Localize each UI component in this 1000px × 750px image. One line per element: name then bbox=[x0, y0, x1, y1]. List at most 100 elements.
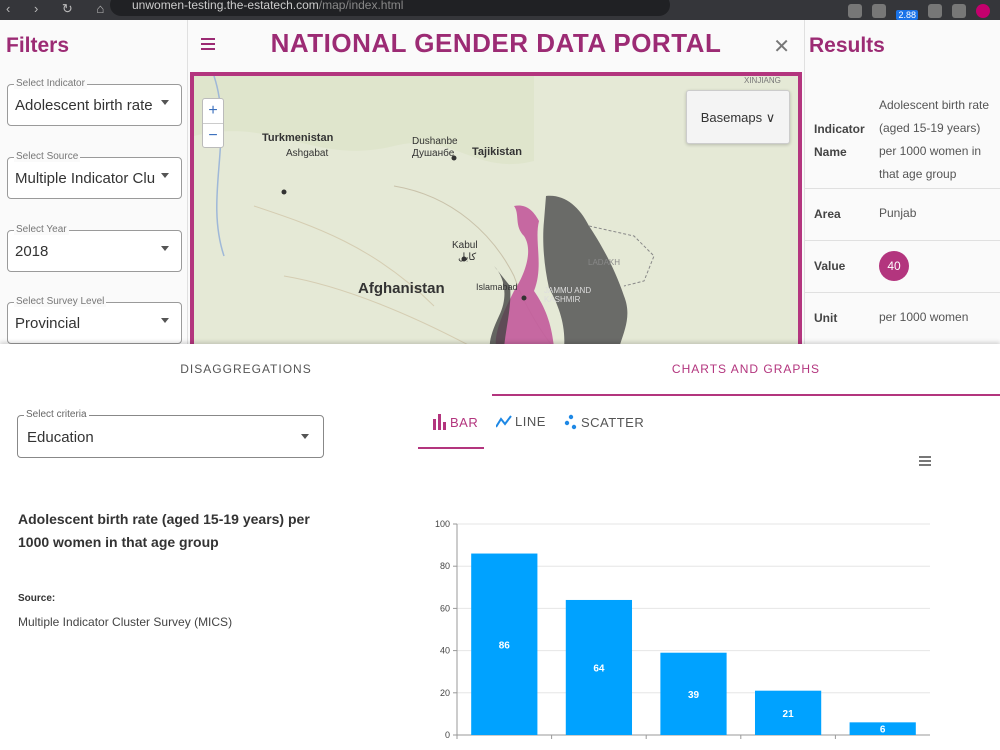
map-section: NATIONAL GENDER DATA PORTAL ✕ bbox=[188, 20, 804, 344]
bar-value-label: 6 bbox=[880, 725, 886, 736]
criteria-select[interactable]: Select criteria Education bbox=[17, 409, 324, 458]
result-key: Indicator Name bbox=[814, 122, 865, 159]
dropdown-arrow-icon bbox=[161, 100, 169, 105]
select-label: Select Indicator bbox=[14, 78, 87, 89]
result-key: Area bbox=[814, 207, 841, 221]
results-panel: Results Indicator Name Adolescent birth … bbox=[804, 20, 1000, 344]
chart-tab-bar-label: BAR bbox=[450, 414, 479, 430]
hamburger-menu-icon[interactable] bbox=[201, 38, 215, 50]
result-row-area: Area Punjab bbox=[805, 188, 1000, 240]
map-label-dushanbe-ru: Душанбе bbox=[412, 148, 455, 159]
browser-nav-icons[interactable]: ‹ › ↻ ⌂ bbox=[6, 1, 115, 16]
indicator-info-panel: Select criteria Education Adolescent bir… bbox=[0, 396, 400, 750]
puzzle-icon[interactable] bbox=[952, 4, 966, 18]
result-value: per 1000 women bbox=[879, 310, 969, 324]
bar-value-label: 64 bbox=[593, 663, 605, 674]
value-badge: 40 bbox=[879, 251, 909, 281]
url-path: /map/index.html bbox=[318, 0, 404, 12]
chart-tab-scatter[interactable]: SCATTER bbox=[564, 414, 644, 430]
bottom-panel: DISAGGREGATIONS CHARTS AND GRAPHS Select… bbox=[0, 344, 1000, 750]
map-label-ashgabat: Ashgabat bbox=[286, 148, 329, 159]
result-row-unit: Unit per 1000 women bbox=[805, 292, 1000, 344]
dropdown-arrow-icon bbox=[161, 246, 169, 251]
scatter-chart-icon bbox=[564, 414, 577, 430]
criteria-label: Select criteria bbox=[24, 409, 89, 420]
map-label-islamabad: Islamabad bbox=[476, 282, 518, 292]
chart-panel: 02040608010086None/Pre-school64Primary39… bbox=[400, 396, 1000, 750]
map-view[interactable]: + − Basemaps ∨ Turkmenistan Ashgabat Dus… bbox=[190, 72, 802, 344]
select-value: Multiple Indicator Cluster S bbox=[15, 170, 155, 187]
bar-value-label: 39 bbox=[688, 690, 700, 701]
basemaps-button[interactable]: Basemaps ∨ bbox=[686, 90, 790, 144]
chart-tab-line[interactable]: LINE bbox=[496, 414, 546, 429]
address-bar[interactable]: unwomen-testing.the-estatech.com/map/ind… bbox=[110, 0, 670, 16]
active-chart-tab-indicator bbox=[418, 447, 484, 449]
select-value: Adolescent birth rate (aged bbox=[15, 97, 155, 114]
y-tick-label: 0 bbox=[445, 730, 450, 740]
chart-tab-line-label: LINE bbox=[515, 414, 546, 429]
bar bbox=[660, 652, 727, 735]
map-terrain bbox=[194, 76, 798, 344]
map-label-jammu-kashmir: JAMMU AND KASHMIR bbox=[544, 286, 592, 304]
page-title: NATIONAL GENDER DATA PORTAL bbox=[270, 28, 722, 58]
chart-menu-icon[interactable] bbox=[919, 456, 931, 466]
url-host: unwomen-testing.the-estatech.com bbox=[132, 0, 319, 12]
y-tick-label: 40 bbox=[440, 646, 450, 656]
chart-tab-bar[interactable]: BAR bbox=[433, 414, 478, 430]
bar-chart-icon bbox=[433, 414, 446, 430]
select-value: 2018 bbox=[15, 243, 49, 260]
bar bbox=[471, 553, 538, 735]
map-label-kabul-local: کابل bbox=[458, 252, 477, 263]
map-label-tajikistan: Tajikistan bbox=[472, 146, 522, 158]
extension-icon[interactable] bbox=[848, 4, 863, 18]
bar bbox=[849, 722, 916, 735]
map-label-xinjiang: XINJIANG bbox=[744, 76, 781, 85]
y-tick-label: 20 bbox=[440, 688, 450, 698]
year-select[interactable]: Select Year 2018 bbox=[7, 224, 182, 272]
result-row-indicator: Indicator Name Adolescent birth rate (ag… bbox=[805, 84, 1000, 188]
active-tab-indicator bbox=[492, 394, 1000, 396]
result-value: Adolescent birth rate (aged 15-19 years)… bbox=[879, 98, 990, 181]
extension-badge[interactable]: 2.88 bbox=[896, 10, 918, 20]
result-value-wrap: 40 bbox=[879, 251, 909, 281]
tab-charts-and-graphs[interactable]: CHARTS AND GRAPHS bbox=[671, 362, 821, 376]
results-title: Results bbox=[809, 34, 885, 57]
portal-page: Filters Select Indicator Adolescent birt… bbox=[0, 20, 1000, 344]
dropdown-arrow-icon bbox=[301, 434, 309, 439]
bar-value-label: 86 bbox=[499, 640, 511, 651]
line-chart-icon bbox=[496, 414, 512, 428]
survey-level-select[interactable]: Select Survey Level Provincial bbox=[7, 296, 182, 344]
close-icon[interactable]: ✕ bbox=[773, 36, 790, 58]
criteria-value: Education bbox=[27, 429, 94, 446]
extension-icon[interactable] bbox=[928, 4, 942, 18]
zoom-control: + − bbox=[202, 98, 224, 148]
bar bbox=[565, 599, 633, 735]
map-label-ladakh: LADAKH bbox=[588, 258, 621, 267]
browser-toolbar: ‹ › ↻ ⌂ unwomen-testing.the-estatech.com… bbox=[0, 0, 1000, 20]
profile-avatar[interactable] bbox=[976, 4, 990, 18]
y-tick-label: 80 bbox=[440, 561, 450, 571]
zoom-out-button[interactable]: − bbox=[203, 123, 223, 147]
filters-title: Filters bbox=[6, 34, 70, 57]
extension-icon[interactable] bbox=[872, 4, 887, 18]
map-label-afghanistan: Afghanistan bbox=[358, 280, 445, 297]
y-tick-label: 60 bbox=[440, 603, 450, 613]
tab-disaggregations[interactable]: DISAGGREGATIONS bbox=[180, 362, 312, 376]
select-label: Select Source bbox=[14, 151, 81, 162]
source-value: Multiple Indicator Cluster Survey (MICS) bbox=[18, 615, 233, 629]
source-select[interactable]: Select Source Multiple Indicator Cluster… bbox=[7, 151, 182, 199]
chart-tab-scatter-label: SCATTER bbox=[581, 414, 645, 430]
result-row-value: Value 40 bbox=[805, 240, 1000, 292]
bar-chart: 02040608010086None/Pre-school64Primary39… bbox=[435, 519, 930, 740]
source-label: Source: bbox=[18, 593, 56, 604]
indicator-select[interactable]: Select Indicator Adolescent birth rate (… bbox=[7, 78, 182, 126]
dropdown-arrow-icon bbox=[161, 318, 169, 323]
filters-panel: Filters Select Indicator Adolescent birt… bbox=[0, 20, 188, 344]
indicator-title: Adolescent birth rate (aged 15-19 years)… bbox=[18, 511, 310, 550]
select-label: Select Year bbox=[14, 224, 69, 235]
zoom-in-button[interactable]: + bbox=[208, 102, 218, 119]
y-tick-label: 100 bbox=[435, 519, 450, 529]
result-value: Punjab bbox=[879, 206, 917, 220]
select-value: Provincial bbox=[15, 315, 81, 332]
